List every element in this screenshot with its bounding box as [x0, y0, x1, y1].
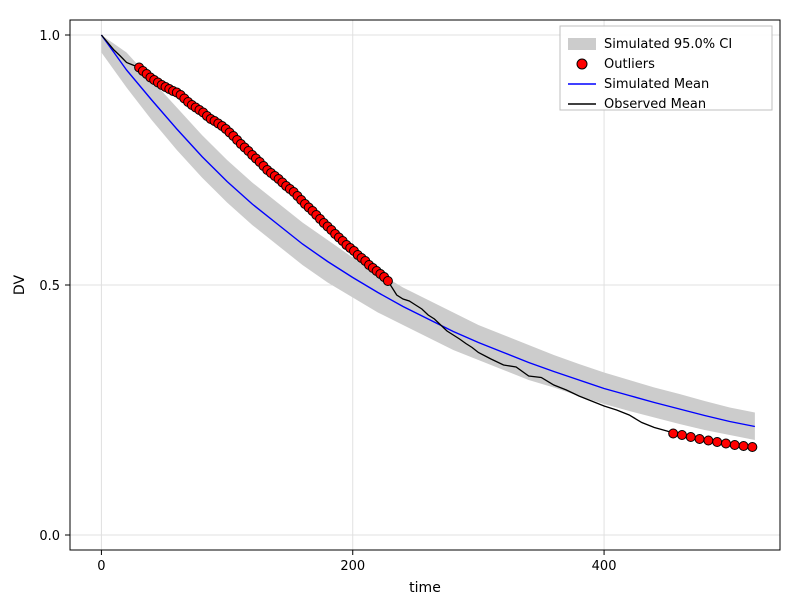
y-axis-label: DV [12, 275, 28, 296]
legend-marker [577, 59, 587, 69]
legend-label: Simulated 95.0% CI [604, 37, 732, 52]
outlier-marker [739, 442, 748, 451]
y-tick-label: 1.0 [39, 29, 60, 44]
outlier-marker [748, 443, 757, 452]
outlier-marker [669, 429, 678, 438]
legend-label: Observed Mean [604, 97, 706, 112]
outlier-marker [677, 431, 686, 440]
outlier-marker [704, 436, 713, 445]
outlier-marker [383, 277, 392, 286]
x-axis-label: time [409, 580, 441, 596]
legend-swatch [568, 38, 596, 50]
x-tick-label: 0 [97, 559, 105, 574]
x-tick-label: 400 [592, 559, 617, 574]
outlier-marker [713, 438, 722, 447]
outlier-marker [721, 439, 730, 448]
legend: Simulated 95.0% CI Outliers Simulated Mean… [560, 26, 772, 112]
outlier-marker [730, 441, 739, 450]
y-tick-label: 0.5 [39, 279, 60, 294]
legend-label: Simulated Mean [604, 77, 709, 92]
dv-time-chart: 0 200 400 0.0 0.5 1.0 time DV Simulated 95.0% CI… [0, 0, 800, 600]
outlier-marker [686, 433, 695, 442]
y-tick-label: 0.0 [39, 529, 60, 544]
legend-label: Outliers [604, 57, 655, 72]
x-tick-label: 200 [340, 559, 365, 574]
outlier-marker [695, 435, 704, 444]
